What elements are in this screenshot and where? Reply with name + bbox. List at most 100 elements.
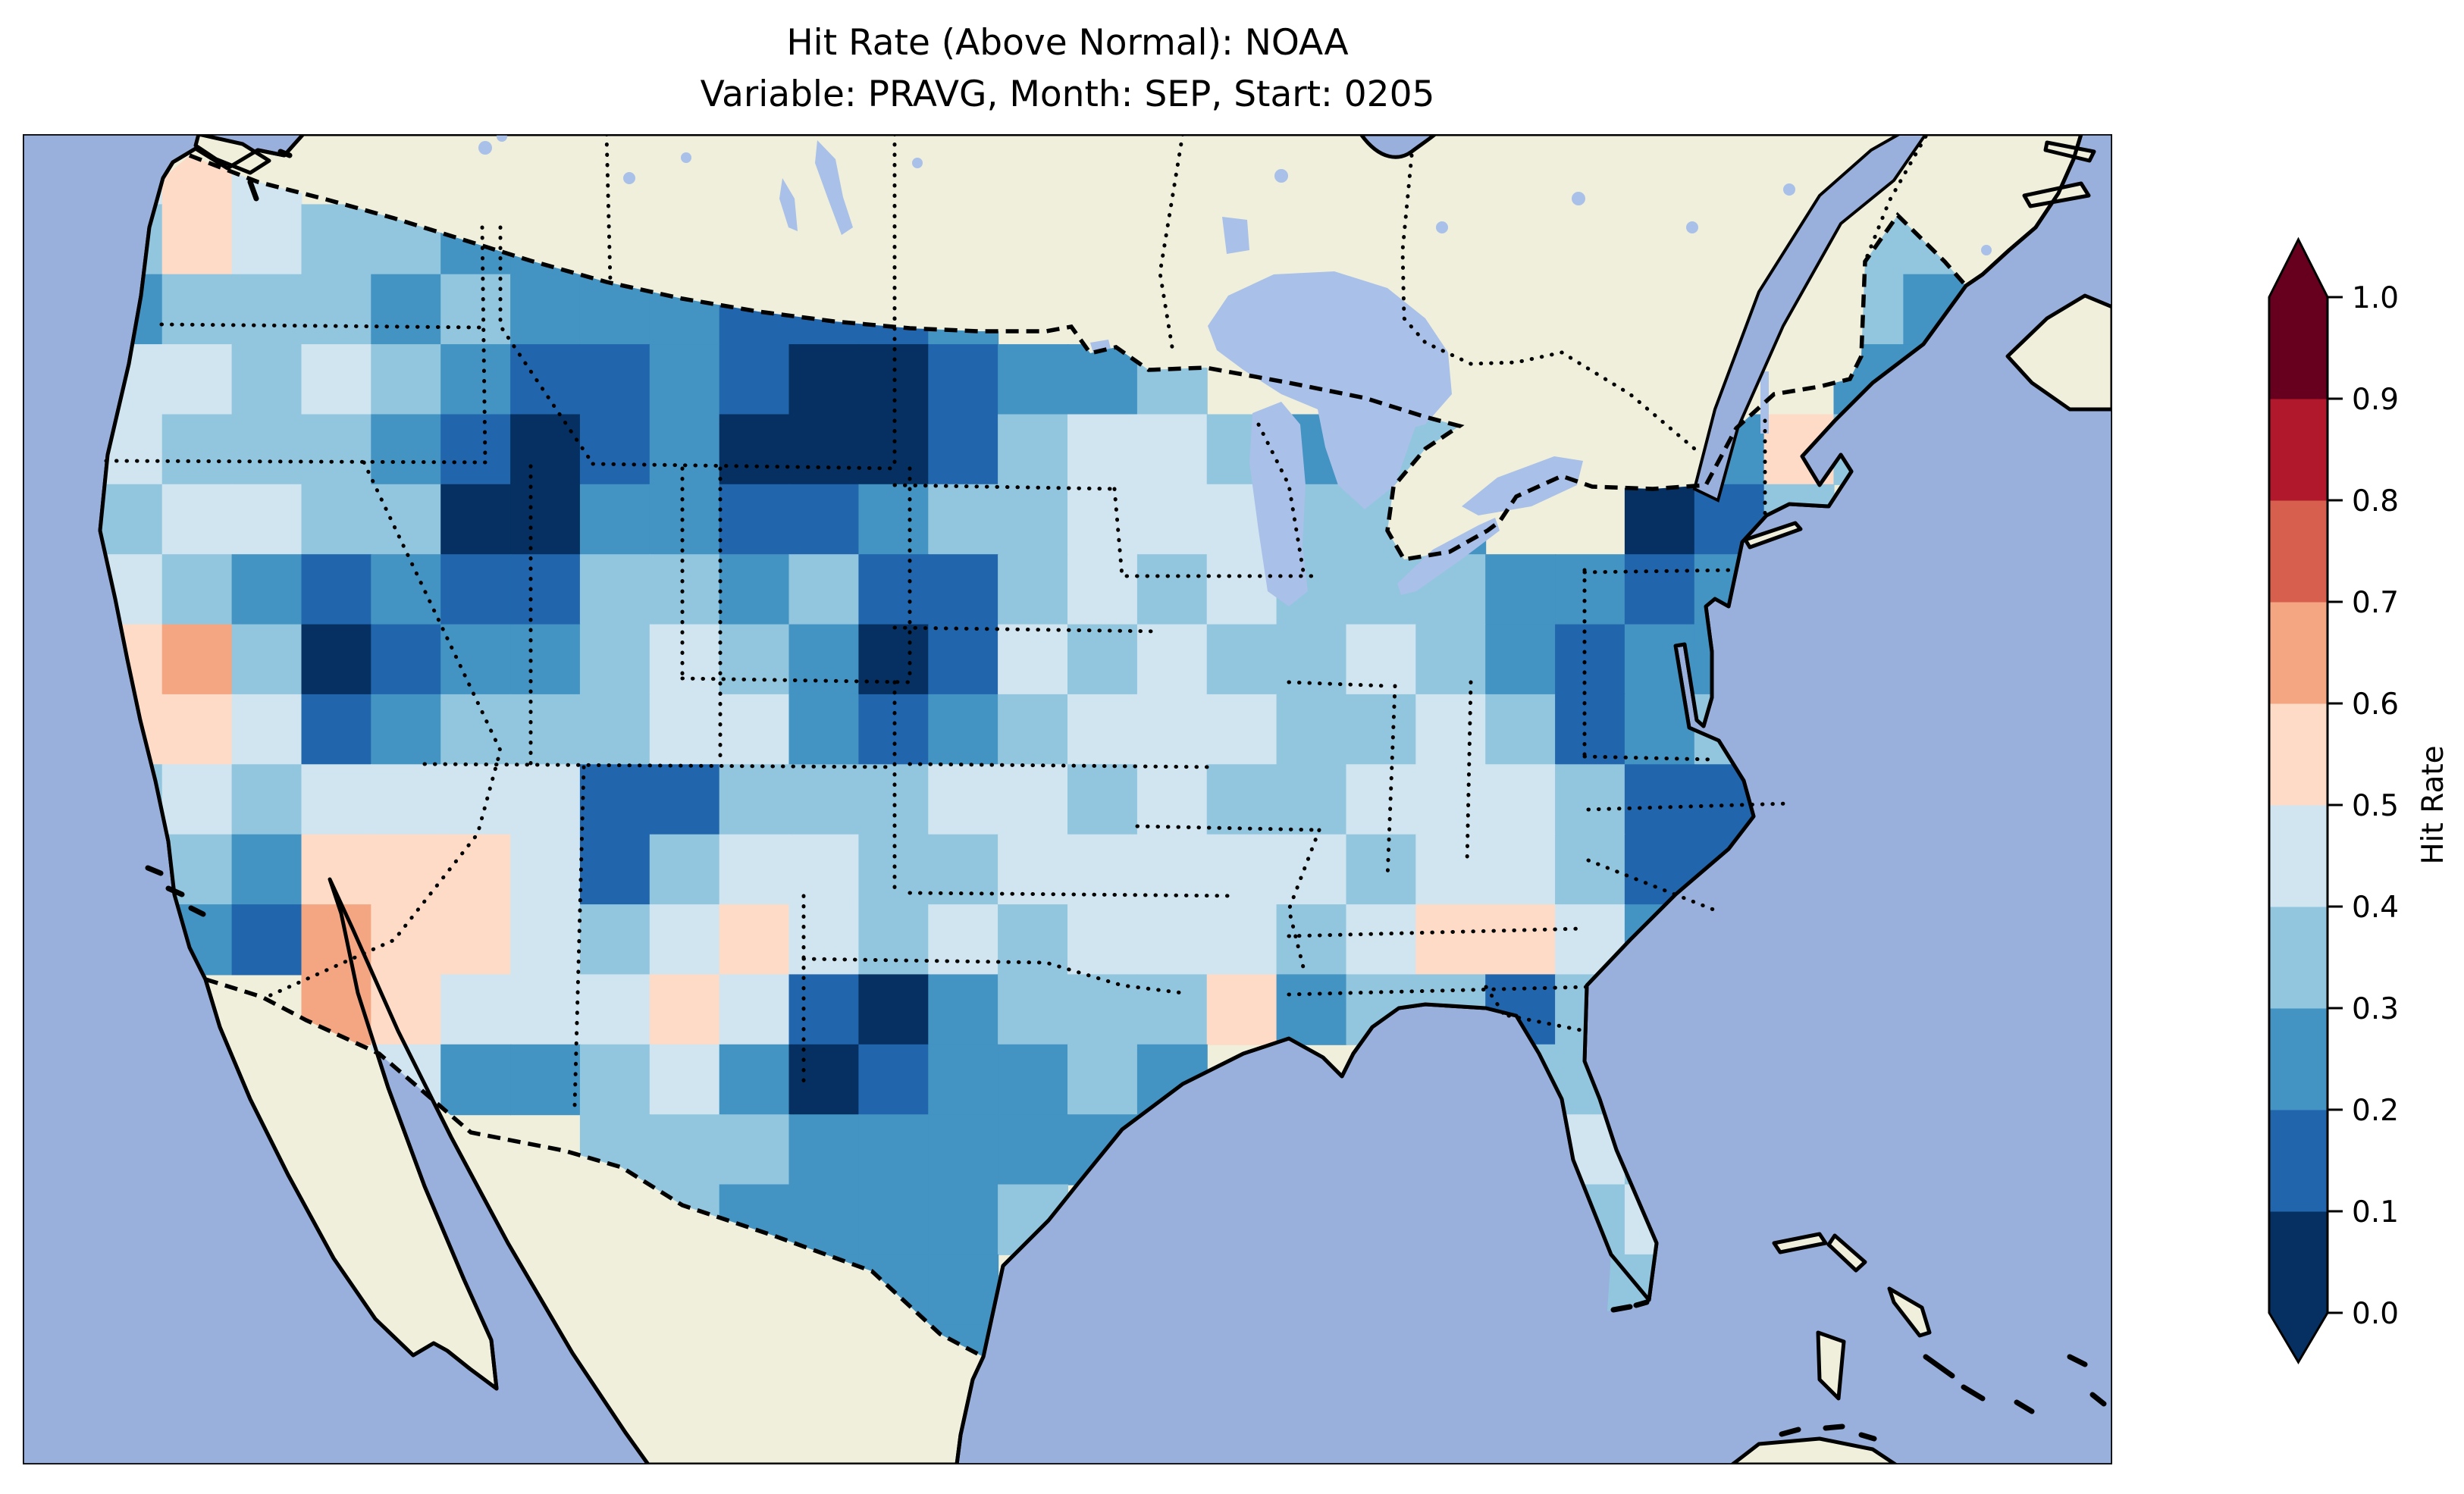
heatmap-cell [231,904,303,976]
long-island [1743,521,1803,550]
heatmap-cell [788,484,860,556]
heatmap-cell [1067,904,1138,976]
coastline [98,134,2083,1464]
heatmap-cell [371,624,442,695]
heatmap-cell [1206,624,1277,695]
heatmap-cell [1067,624,1138,695]
heatmap-cell [928,974,999,1045]
colorbar-bin [2269,703,2328,806]
heatmap-cell [719,344,790,415]
heatmap-cell [1206,694,1277,766]
heatmap-cell [998,694,1068,766]
heatmap-cell [1555,624,1625,695]
heatmap-cell [161,344,233,415]
colorbar-bin [2269,500,2328,603]
lake-ontario [1462,456,1583,515]
heatmap-cell [928,904,999,976]
heatmap-cell [998,974,1068,1045]
heatmap-cell [858,1044,929,1116]
heatmap-cell [301,904,372,976]
heatmap-cell [371,694,442,766]
heatmap-cell [440,1044,512,1116]
colorbar-bin [2269,399,2328,501]
heatmap-cell [1067,484,1138,556]
heatmap-cell [371,764,442,835]
heatmap-cell [510,274,581,346]
heatmap-cell [649,414,720,485]
heatmap-cell [440,834,512,906]
heatmap-cell [510,414,581,485]
heatmap-cell [788,624,860,695]
heatmap-cell [788,834,860,906]
heatmap-cell [1346,694,1417,766]
heatmap-cell [301,554,372,625]
heatmap-cell [719,624,790,695]
heatmap-cell [1136,764,1208,835]
colorbar-bin [2269,297,2328,399]
cuba [1730,1436,1898,1464]
great-lakes [1208,271,1769,606]
heatmap-cell [858,484,929,556]
heatmap-cell [1485,624,1556,695]
heatmap-cell [719,974,790,1045]
james-bay [1358,134,1438,159]
heatmap-cell [719,554,790,625]
heatmap-cell [788,974,860,1045]
heatmap-cell [161,274,233,346]
heatmap-cell [788,554,860,625]
heatmap-cell [301,414,372,485]
heatmap-cell [858,1184,929,1255]
chart-title-line2: Variable: PRAVG, Month: SEP, Start: 0205 [701,74,1435,115]
heatmap-cell [371,904,442,976]
heatmap-cell [440,414,512,485]
heatmap-cell [579,624,650,695]
heatmap-cell [998,484,1068,556]
colorbar-extend-up-arrow [2269,240,2328,297]
heatmap-cell [928,344,999,415]
heatmap-cell [579,484,650,556]
colorbar-tick-label: 0.4 [2352,891,2399,925]
heatmap-cell [1624,554,1695,625]
heatmap-cell [1206,904,1277,976]
heatmap-cell [928,1114,999,1185]
heatmap-cell [858,974,929,1045]
heatmap-cell [1136,484,1208,556]
heatmap-cell [998,344,1068,415]
colorbar-tick-label: 1.0 [2352,281,2399,315]
colorbar-segments [2269,297,2328,1314]
heatmap-cell [858,1114,929,1185]
us-canada-border [189,153,1968,562]
heatmap-cell [998,1044,1068,1116]
heatmap-cell [1136,904,1208,976]
heatmap-cell [231,484,303,556]
heatmap-cell [510,694,581,766]
heatmap-cell [1206,974,1277,1045]
abaco [1826,1233,1867,1273]
colorbar: 0.0 0.1 0.2 0.3 0.4 0.5 0.6 0.7 0.8 0.9 1.0 Hit Ra… [2268,236,2450,1364]
heatmap-cell [1067,694,1138,766]
eleuthera [1887,1286,1932,1338]
heatmap-cell [1276,974,1347,1045]
heatmap-cell [1276,904,1347,976]
colorbar-label: Hit Rate [2416,745,2450,864]
colorbar-tick-label: 0.5 [2352,789,2399,823]
colorbar-bin [2269,1008,2328,1110]
heatmap-cell [1485,834,1556,906]
heatmap-cell [1067,554,1138,625]
heatmap-cell [510,484,581,556]
heatmap-cell [510,974,581,1045]
heatmap-cell [1067,764,1138,835]
heatmap-cell [719,764,790,835]
heatmap-cell [510,344,581,415]
heatmap-cell [1067,1044,1138,1116]
colorbar-tick-label: 0.9 [2352,383,2399,417]
heatmap-cell [301,764,372,835]
heatmap-cell [649,344,720,415]
heatmap-cell [231,764,303,835]
heatmap-cell [649,624,720,695]
heatmap-cell [1276,834,1347,906]
heatmap-cell [719,484,790,556]
grand-bahama [1772,1232,1828,1254]
